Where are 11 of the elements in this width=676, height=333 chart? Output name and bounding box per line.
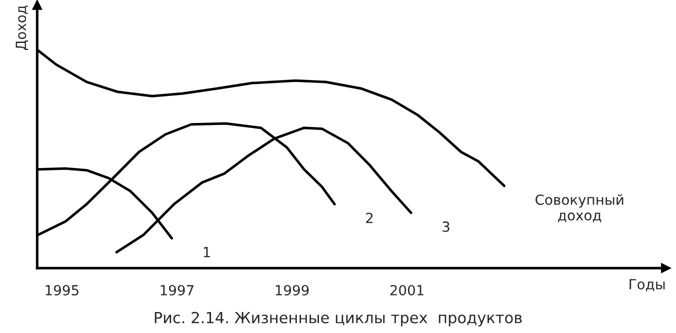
x-tick-label: 1995 [46,284,78,296]
y-axis-title: Доход [16,6,28,50]
text: Совокупный доход [536,194,624,222]
text: Рис. 2.14. Жизненные циклы трех продуктов [154,312,522,326]
x-tick-label: 1997 [160,284,194,296]
x-tick-label: 1999 [276,284,309,296]
x-axis-title: Годы [630,279,665,292]
x-tick-label: 2001 [390,284,424,296]
text: 3 [442,221,450,232]
text: 2 [366,212,373,224]
text: 1 [204,247,210,258]
